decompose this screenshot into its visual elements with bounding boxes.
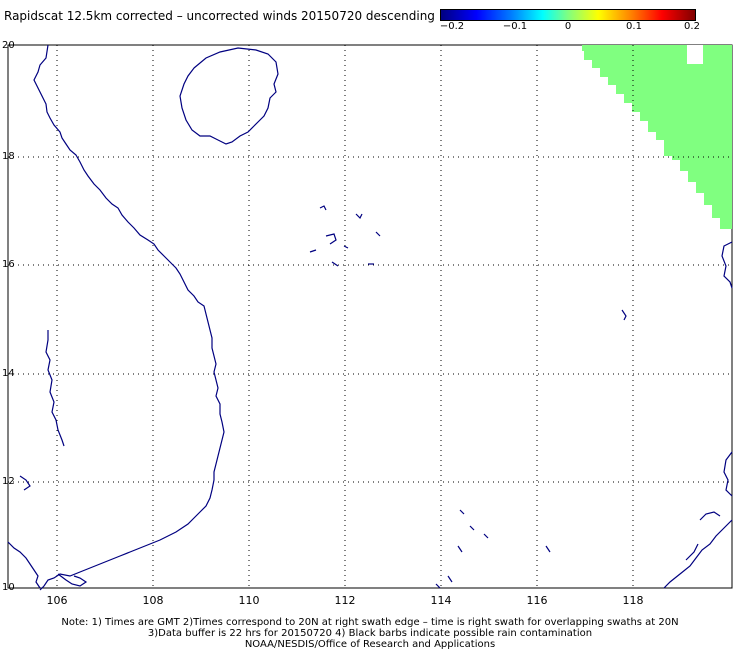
lon-label: 112: [334, 594, 356, 607]
lat-label: 14: [2, 368, 15, 379]
lon-label: 118: [622, 594, 644, 607]
footnote-credit: NOAA/NESDIS/Office of Research and Appli…: [244, 639, 496, 650]
lat-label: 20: [2, 40, 15, 51]
plot-frame: [7, 44, 733, 589]
lon-label: 114: [430, 594, 452, 607]
graticule: [8, 45, 732, 588]
colorbar-tick-label: 0.1: [626, 21, 642, 32]
lat-label: 12: [2, 476, 15, 487]
footnote-line-1: Note: 1) Times are GMT 2)Times correspon…: [61, 617, 679, 628]
swath-gap: [687, 45, 703, 64]
colorbar-tick-label: −0.1: [502, 21, 528, 32]
coastline: [7, 44, 733, 591]
lon-label: 108: [142, 594, 164, 607]
lat-label: 16: [2, 259, 15, 270]
colorbar: −0.2 −0.1 0 0.1 0.2: [440, 9, 700, 32]
lon-label: 116: [526, 594, 548, 607]
lon-label: 110: [238, 594, 260, 607]
lon-label: 106: [46, 594, 68, 607]
map-title: Rapidscat 12.5km corrected – uncorrected…: [4, 9, 435, 23]
lat-label: 18: [2, 151, 15, 162]
colorbar-gradient: [440, 9, 696, 21]
colorbar-tick-label: −0.2: [439, 21, 465, 32]
lat-label: 10: [2, 582, 15, 593]
footnote-line-2: 3)Data buffer is 22 hrs for 20150720 4) …: [147, 628, 593, 639]
colorbar-tick-label: 0.2: [684, 21, 700, 32]
swath-coverage: [582, 45, 732, 229]
colorbar-tick-label: 0: [564, 21, 572, 32]
